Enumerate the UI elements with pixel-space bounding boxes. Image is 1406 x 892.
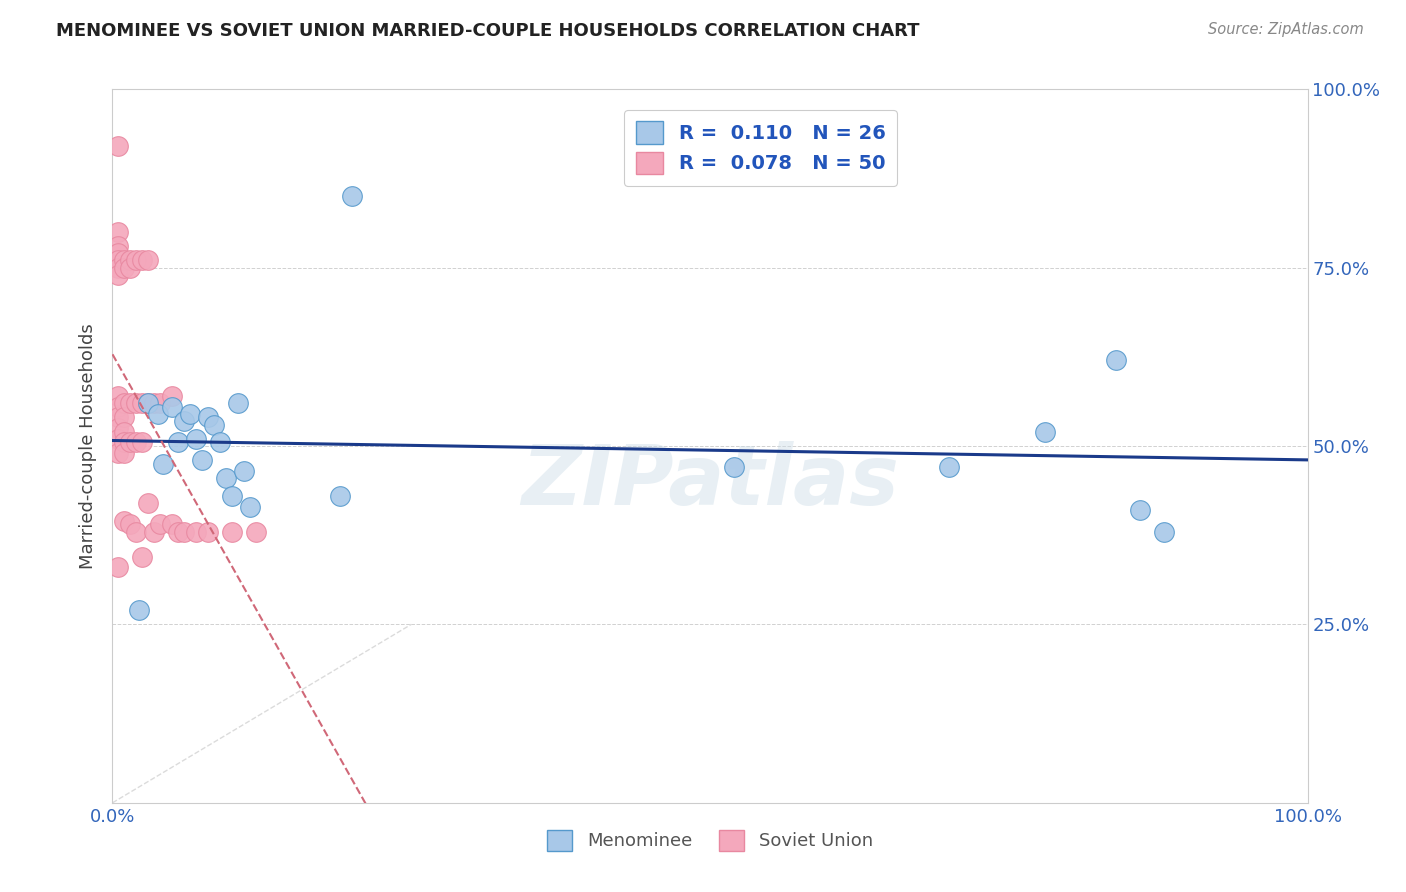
Point <box>1033 425 1056 439</box>
Point <box>107 400 129 414</box>
Point <box>138 396 160 410</box>
Point <box>128 603 150 617</box>
Point <box>138 496 160 510</box>
Point <box>173 524 195 539</box>
Point <box>221 489 243 503</box>
Point <box>107 239 129 253</box>
Point <box>114 396 135 410</box>
Point <box>1129 503 1152 517</box>
Point <box>114 446 135 460</box>
Point <box>125 253 148 268</box>
Point <box>226 396 249 410</box>
Point <box>173 414 195 428</box>
Point <box>107 246 129 260</box>
Point <box>138 396 160 410</box>
Point <box>120 253 142 268</box>
Text: MENOMINEE VS SOVIET UNION MARRIED-COUPLE HOUSEHOLDS CORRELATION CHART: MENOMINEE VS SOVIET UNION MARRIED-COUPLE… <box>56 22 920 40</box>
Point <box>114 260 135 275</box>
Point <box>125 435 148 450</box>
Point <box>146 407 169 421</box>
Point <box>131 253 153 268</box>
Point <box>340 189 363 203</box>
Point <box>107 268 129 282</box>
Point <box>152 457 174 471</box>
Point <box>107 410 129 425</box>
Text: Source: ZipAtlas.com: Source: ZipAtlas.com <box>1208 22 1364 37</box>
Point <box>107 446 129 460</box>
Y-axis label: Married-couple Households: Married-couple Households <box>79 323 97 569</box>
Point <box>179 407 201 421</box>
Point <box>138 253 160 268</box>
Point <box>107 560 129 574</box>
Point <box>120 517 142 532</box>
Point <box>167 524 190 539</box>
Point <box>723 460 745 475</box>
Point <box>143 396 166 410</box>
Point <box>186 432 208 446</box>
Point <box>938 460 960 475</box>
Point <box>149 396 172 410</box>
Point <box>328 489 352 503</box>
Point <box>107 139 129 153</box>
Point <box>107 421 129 435</box>
Point <box>131 549 153 564</box>
Point <box>149 517 172 532</box>
Point <box>107 253 129 268</box>
Point <box>239 500 262 514</box>
Point <box>162 517 183 532</box>
Point <box>162 389 183 403</box>
Point <box>125 396 148 410</box>
Point <box>114 425 135 439</box>
Point <box>107 225 129 239</box>
Point <box>131 435 153 450</box>
Point <box>114 435 135 450</box>
Point <box>131 396 153 410</box>
Point <box>114 514 135 528</box>
Point <box>120 396 142 410</box>
Legend: Menominee, Soviet Union: Menominee, Soviet Union <box>540 822 880 858</box>
Point <box>186 524 208 539</box>
Point <box>202 417 225 432</box>
Point <box>208 435 231 450</box>
Point <box>1105 353 1128 368</box>
Point <box>197 524 219 539</box>
Point <box>191 453 214 467</box>
Point <box>162 400 183 414</box>
Point <box>245 524 267 539</box>
Point <box>107 432 129 446</box>
Point <box>120 435 142 450</box>
Point <box>197 410 219 425</box>
Text: ZIPatlas: ZIPatlas <box>522 442 898 522</box>
Point <box>107 260 129 275</box>
Point <box>143 524 166 539</box>
Point <box>215 471 238 485</box>
Point <box>114 253 135 268</box>
Point <box>232 464 256 478</box>
Point <box>114 410 135 425</box>
Point <box>1153 524 1175 539</box>
Point <box>120 260 142 275</box>
Point <box>107 389 129 403</box>
Point <box>167 435 190 450</box>
Point <box>221 524 243 539</box>
Point <box>125 524 148 539</box>
